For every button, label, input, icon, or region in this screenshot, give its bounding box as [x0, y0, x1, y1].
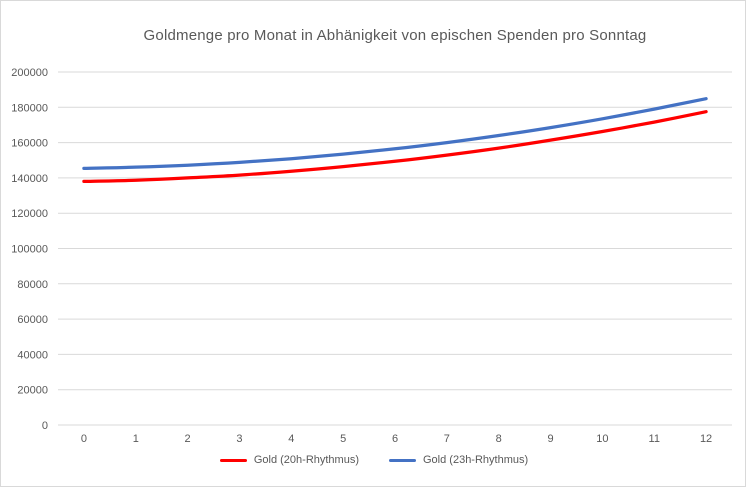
x-tick-label: 10	[596, 433, 608, 445]
x-tick-label: 7	[444, 433, 450, 445]
series-line-gold-23h-rhythmus	[82, 97, 708, 171]
x-tick-label: 4	[288, 433, 294, 445]
y-tick-label: 160000	[11, 138, 48, 150]
legend-item: Gold (20h-Rhythmus)	[219, 454, 359, 466]
y-tick-label: 20000	[17, 385, 48, 397]
y-tick-label: 80000	[17, 279, 48, 291]
y-tick-label: 120000	[11, 208, 48, 220]
y-tick-label: 0	[42, 420, 48, 432]
y-tick-label: 140000	[11, 173, 48, 185]
series-line-gold-20h-rhythmus	[82, 110, 708, 184]
legend-swatch	[389, 458, 416, 462]
chart-title: Goldmenge pro Monat in Abhänigkeit von e…	[143, 27, 647, 44]
x-tick-label: 2	[185, 433, 191, 445]
x-tick-label: 12	[700, 433, 712, 445]
x-tick-label: 1	[133, 433, 139, 445]
y-tick-label: 100000	[11, 244, 48, 256]
x-tick-label: 6	[392, 433, 398, 445]
legend-item-label: Gold (20h-Rhythmus)	[253, 454, 359, 466]
y-tick-label: 200000	[11, 67, 48, 79]
y-tick-label: 60000	[17, 314, 48, 326]
x-tick-label: 11	[649, 433, 660, 445]
x-tick-label: 5	[340, 433, 346, 445]
legend-item-label: Gold (23h-Rhythmus)	[423, 454, 529, 466]
legend-swatch	[219, 458, 247, 462]
legend-item: Gold (23h-Rhythmus)	[389, 454, 528, 466]
legend: Gold (20h-Rhythmus) Gold (23h-Rhythmus)	[1, 454, 745, 466]
x-tick-label: 0	[81, 433, 87, 445]
x-tick-label: 3	[236, 433, 242, 445]
y-tick-label: 40000	[17, 349, 48, 361]
y-tick-label: 180000	[11, 102, 48, 114]
x-tick-label: 9	[547, 433, 553, 445]
x-tick-label: 8	[496, 433, 502, 445]
